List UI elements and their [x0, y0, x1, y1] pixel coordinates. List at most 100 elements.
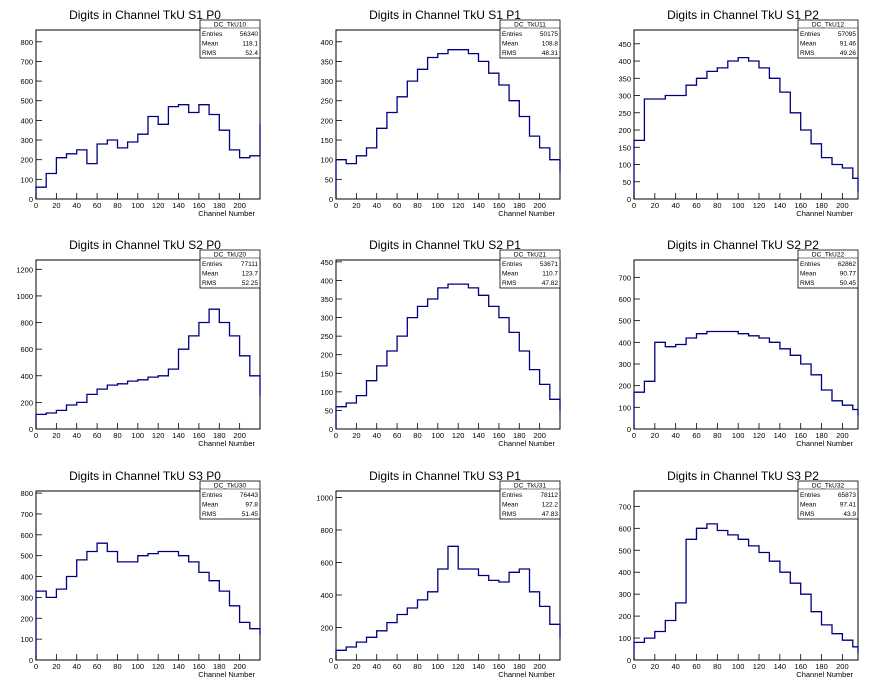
stats-key: Mean: [502, 502, 519, 509]
y-tick-label: 50: [325, 175, 333, 184]
stats-key: Entries: [202, 492, 223, 499]
x-tick-label: 100: [732, 431, 745, 440]
y-tick-label: 300: [618, 92, 631, 101]
y-tick-label: 500: [618, 546, 631, 555]
x-axis-label: Channel Number: [796, 209, 853, 218]
x-tick-label: 140: [172, 201, 185, 210]
x-tick-label: 80: [713, 662, 721, 671]
x-tick-label: 60: [393, 201, 401, 210]
y-tick-label: 500: [20, 552, 33, 561]
x-axis-label: Channel Number: [796, 670, 853, 679]
x-tick-label: 100: [732, 662, 745, 671]
stats-value: 50.45: [840, 280, 857, 287]
histogram-series-line: [633, 56, 859, 199]
stats-key: Entries: [502, 261, 523, 268]
x-tick-label: 0: [632, 201, 636, 210]
y-tick-label: 700: [618, 502, 631, 511]
chart-title: Digits in Channel TkU S2 P2: [667, 238, 819, 252]
x-tick-label: 40: [373, 431, 381, 440]
y-tick-label: 100: [320, 388, 333, 397]
x-tick-label: 80: [713, 431, 721, 440]
x-tick-label: 60: [692, 431, 700, 440]
x-tick-label: 40: [672, 201, 680, 210]
x-tick-label: 20: [52, 662, 60, 671]
plot-frame: [633, 259, 859, 430]
y-tick-label: 0: [329, 425, 333, 434]
y-tick-label: 1000: [16, 292, 33, 301]
y-tick-label: 400: [618, 568, 631, 577]
histogram-panel: Digits in Channel TkU S1 P0 0 20 40 60 80 100 1…: [20, 8, 261, 218]
stats-name: DC_TkU20: [214, 252, 247, 259]
y-tick-label: 500: [20, 97, 33, 106]
y-tick-label: 400: [320, 38, 333, 47]
stats-value: 51.45: [242, 511, 259, 518]
plot-frame: [335, 259, 561, 430]
x-tick-label: 60: [93, 201, 101, 210]
x-tick-label: 200: [836, 662, 849, 671]
y-tick-label: 50: [623, 178, 631, 187]
stats-key: Entries: [202, 261, 223, 268]
histogram-panel: Digits in Channel TkU S2 P0 0 20 40 60 80 100 1…: [16, 238, 261, 448]
chart-title: Digits in Channel TkU S2 P0: [69, 238, 221, 252]
stats-value: 78112: [540, 492, 558, 499]
x-tick-label: 200: [836, 201, 849, 210]
y-tick-label: 250: [618, 109, 631, 118]
x-tick-label: 80: [413, 201, 421, 210]
y-tick-label: 150: [618, 143, 631, 152]
y-tick-label: 500: [618, 317, 631, 326]
stats-key: Entries: [800, 261, 821, 268]
x-axis-label: Channel Number: [498, 670, 555, 679]
y-tick-label: 300: [320, 77, 333, 86]
y-tick-label: 800: [20, 489, 33, 498]
x-tick-label: 0: [34, 662, 38, 671]
x-tick-label: 20: [352, 431, 360, 440]
x-tick-label: 60: [692, 662, 700, 671]
stats-value: 47.83: [542, 511, 559, 518]
y-tick-label: 300: [320, 314, 333, 323]
x-tick-label: 80: [113, 201, 121, 210]
x-tick-label: 60: [93, 662, 101, 671]
y-tick-label: 400: [618, 338, 631, 347]
stats-box: [199, 19, 261, 59]
x-tick-label: 120: [152, 431, 165, 440]
y-tick-label: 700: [618, 273, 631, 282]
y-tick-label: 600: [20, 531, 33, 540]
stats-key: Entries: [502, 492, 523, 499]
y-tick-label: 700: [20, 57, 33, 66]
y-tick-label: 800: [20, 38, 33, 47]
y-tick-label: 0: [29, 656, 33, 665]
stats-box: [797, 480, 859, 520]
x-tick-label: 160: [193, 431, 206, 440]
stats-key: Mean: [502, 271, 519, 278]
plot-frame: [335, 490, 561, 661]
histogram-series-line: [335, 545, 561, 660]
x-tick-label: 40: [373, 201, 381, 210]
stats-key: RMS: [202, 50, 217, 57]
plot-frame: [35, 259, 261, 430]
x-tick-label: 140: [172, 662, 185, 671]
x-tick-label: 80: [113, 662, 121, 671]
x-axis-label: Channel Number: [796, 439, 853, 448]
histogram-series-line: [335, 49, 561, 199]
y-tick-label: 150: [320, 369, 333, 378]
y-tick-label: 100: [320, 156, 333, 165]
stats-key: Mean: [800, 502, 817, 509]
stats-name: DC_TkU11: [514, 22, 546, 29]
x-tick-label: 200: [233, 662, 246, 671]
histogram-panel: Digits in Channel TkU S3 P1 0 20 40 60 80 100 1…: [316, 469, 561, 679]
stats-value: 118.1: [242, 41, 258, 48]
x-axis-label: Channel Number: [498, 439, 555, 448]
y-tick-label: 200: [20, 398, 33, 407]
x-tick-label: 180: [513, 662, 526, 671]
stats-key: RMS: [800, 511, 815, 518]
x-tick-label: 20: [352, 201, 360, 210]
stats-key: RMS: [202, 511, 217, 518]
stats-key: RMS: [502, 280, 517, 287]
x-tick-label: 120: [452, 201, 465, 210]
y-tick-label: 400: [618, 57, 631, 66]
y-tick-label: 400: [20, 116, 33, 125]
stats-name: DC_TkU30: [214, 483, 247, 490]
x-tick-label: 180: [513, 201, 526, 210]
x-tick-label: 120: [452, 431, 465, 440]
plot-frame: [35, 490, 261, 661]
